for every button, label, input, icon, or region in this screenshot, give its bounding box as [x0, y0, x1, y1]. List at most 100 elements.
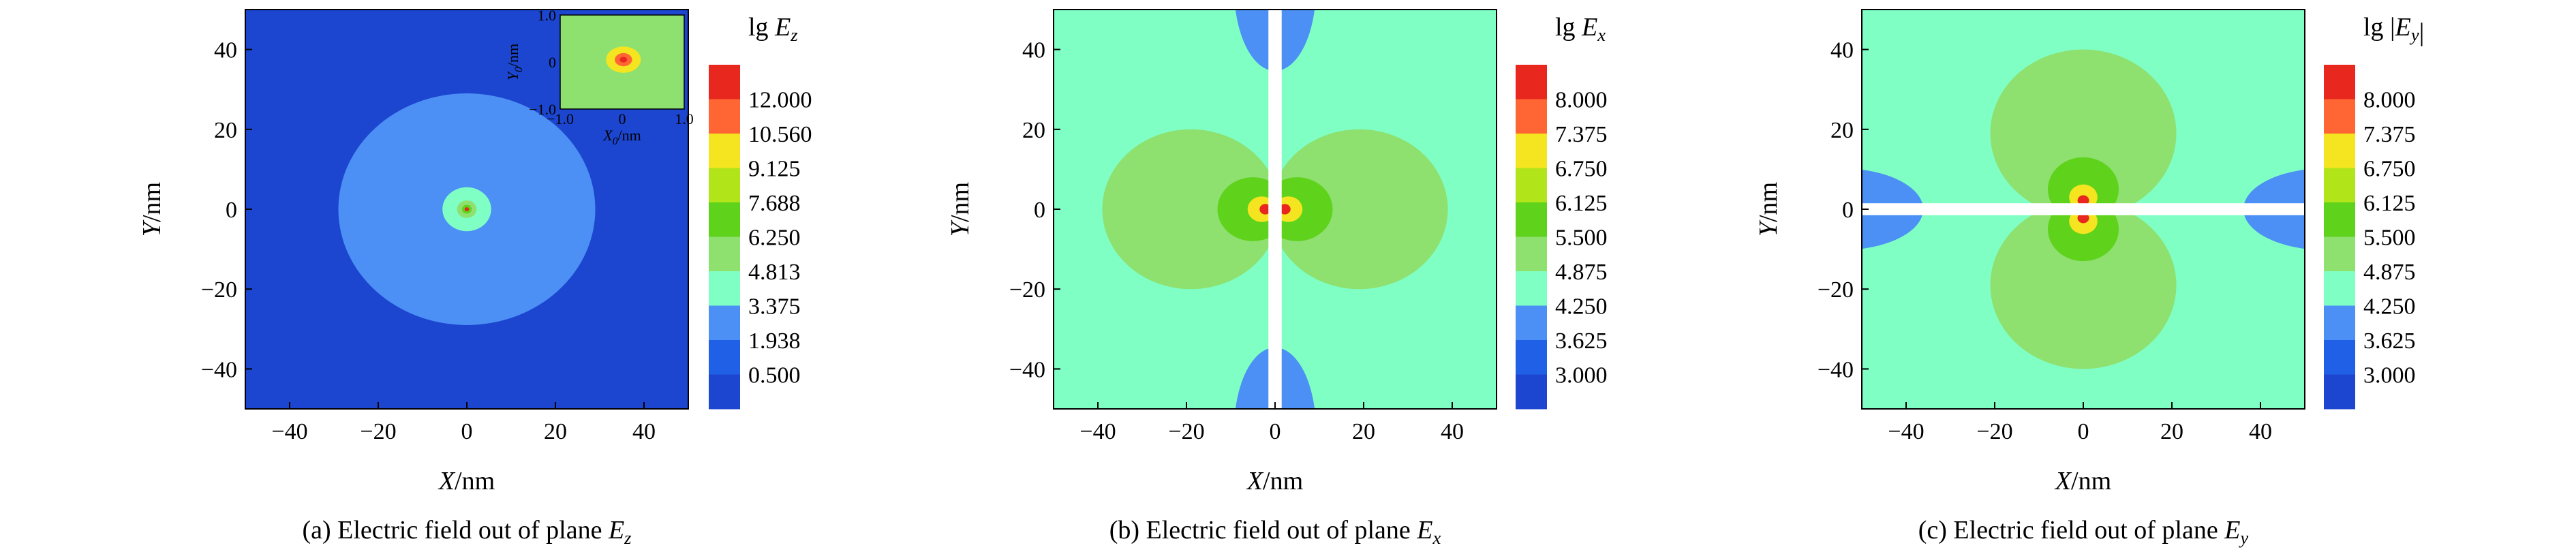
colorbar-band [2324, 168, 2355, 203]
colorbar-band [1516, 202, 1547, 237]
colorbar-band [2324, 271, 2355, 306]
colorbar-band [2324, 99, 2355, 134]
y-tick-label: −20 [1009, 277, 1045, 303]
x-tick-label: 0 [2078, 419, 2089, 444]
inset: −1.0 0 1.0 1.0 0 −1.0 X0/nm Y0/nm [504, 7, 694, 147]
x-tick-label: −40 [271, 419, 307, 444]
colorbar-tick-label: 3.375 [748, 294, 801, 320]
x-tick-label: 40 [1441, 419, 1464, 444]
colorbar-tick-label: 7.688 [748, 191, 801, 216]
field-region-6 [2077, 195, 2089, 206]
colorbar-band [709, 134, 740, 168]
colorbar-tick-label: 10.560 [748, 122, 812, 147]
colorbar-band [709, 374, 740, 410]
inset-y-tick-label: −1.0 [529, 101, 556, 118]
gap-strip [1268, 10, 1282, 409]
colorbar-tick-label: 6.125 [2363, 191, 2416, 216]
field-region-1 [1270, 129, 1448, 290]
field-region-6 [1259, 204, 1272, 215]
y-tick-label: −40 [201, 357, 237, 382]
y-axis-label: Y/nm [946, 182, 975, 236]
colorbar-tick-label: 4.875 [2363, 260, 2416, 285]
inset-x-tick-label: 0 [619, 110, 626, 127]
panel-caption: (b) Electric field out of plane Ex [1109, 516, 1441, 548]
inset-y-tick-label: 0 [549, 54, 556, 71]
y-tick-label: −40 [1009, 357, 1045, 382]
colorbar-band [709, 65, 740, 99]
x-tick-label: −20 [1168, 419, 1204, 444]
x-tick-label: 40 [2249, 419, 2272, 444]
x-axis-label: X/nm [438, 467, 495, 495]
y-tick-label: −40 [1818, 357, 1854, 382]
y-axis-label: Y/nm [1754, 182, 1783, 236]
panel-caption: (c) Electric field out of plane Ey [1918, 516, 2249, 548]
field-map [338, 93, 596, 325]
field-region-4 [464, 207, 470, 211]
colorbar-band [709, 168, 740, 203]
colorbar-tick-label: 4.250 [1555, 294, 1608, 320]
field-region-0 [1990, 49, 2177, 217]
colorbar-band [1516, 236, 1547, 272]
colorbar-band [1516, 99, 1547, 134]
y-tick-label: −20 [1818, 277, 1854, 303]
colorbar-tick-label: 7.375 [1555, 122, 1608, 147]
colorbar-tick-label: 3.000 [1555, 363, 1608, 388]
colorbar-tick-label: 4.250 [2363, 294, 2416, 320]
colorbar-tick-label: 5.500 [2363, 226, 2416, 251]
field-region-7 [2077, 213, 2089, 224]
colorbar-tick-label: 6.125 [1555, 191, 1608, 216]
y-tick-label: 0 [226, 198, 237, 223]
colorbar-tick-label: 9.125 [748, 157, 801, 182]
y-tick-label: 20 [1022, 118, 1045, 143]
inset-frame [559, 14, 685, 110]
colorbar: 8.000 7.375 6.750 6.125 5.500 4.875 4.250 3.625… [1516, 13, 1608, 410]
x-tick-label: −40 [1079, 419, 1116, 444]
panel-caption: (a) Electric field out of plane Ez [302, 516, 631, 548]
panel-ey: −40 −20 0 20 40 40 20 0 −20 −40 X/nm Y/nm 8.000 7.375… [1754, 9, 2424, 548]
colorbar-band [2324, 305, 2355, 341]
x-tick-label: −40 [1888, 419, 1924, 444]
colorbar-tick-label: 7.375 [2363, 122, 2416, 147]
colorbar-band [709, 340, 740, 375]
colorbar-tick-label: 0.500 [748, 363, 801, 388]
x-axis-label: X/nm [2054, 467, 2111, 495]
colorbar-title: lg Ex [1555, 13, 1606, 45]
x-tick-label: −20 [360, 419, 396, 444]
x-tick-label: 20 [544, 419, 567, 444]
colorbar-title: lg |Ey| [2363, 13, 2424, 47]
colorbar-band [2324, 236, 2355, 272]
colorbar-tick-label: 4.813 [748, 260, 801, 285]
colorbar: 12.000 10.560 9.125 7.688 6.250 4.813 3.375 1.9… [709, 13, 812, 410]
panel-ex: −40 −20 0 20 40 40 20 0 −20 −40 X/nm Y/nm 8.000 7.375… [946, 9, 1608, 548]
colorbar-band [1516, 340, 1547, 375]
colorbar-tick-label: 12.000 [748, 88, 812, 113]
field-region-0 [1102, 129, 1280, 290]
colorbar-tick-label: 6.750 [2363, 157, 2416, 182]
y-tick-label: 40 [214, 38, 237, 63]
colorbar-tick-label: 4.875 [1555, 260, 1608, 285]
colorbar-band [1516, 271, 1547, 306]
colorbar-tick-label: 8.000 [2363, 88, 2416, 113]
inset-x-axis-label: X0/nm [602, 127, 641, 147]
y-tick-label: 0 [1842, 198, 1854, 223]
y-tick-label: 40 [1022, 38, 1045, 63]
colorbar-tick-label: 6.750 [1555, 157, 1608, 182]
colorbar-tick-label: 3.625 [2363, 328, 2416, 354]
x-tick-label: 40 [632, 419, 656, 444]
x-tick-label: 0 [461, 419, 473, 444]
x-tick-label: 20 [2160, 419, 2183, 444]
colorbar-tick-label: 3.000 [2363, 363, 2416, 388]
colorbar-band [1516, 65, 1547, 99]
field-map [1102, 10, 1448, 409]
colorbar-band [2324, 202, 2355, 237]
field-region-1 [1990, 201, 2177, 369]
gap-strip [1862, 203, 2305, 215]
colorbar-band [1516, 374, 1547, 410]
y-tick-label: 20 [1830, 118, 1854, 143]
y-tick-label: −20 [201, 277, 237, 303]
colorbar-band [2324, 65, 2355, 99]
y-axis-label: Y/nm [138, 182, 166, 236]
inset-y-axis-label: Y0/nm [504, 44, 525, 80]
inset-region [619, 57, 628, 63]
colorbar: 8.000 7.375 6.750 6.125 5.500 4.875 4.250 3.625… [2324, 13, 2424, 410]
